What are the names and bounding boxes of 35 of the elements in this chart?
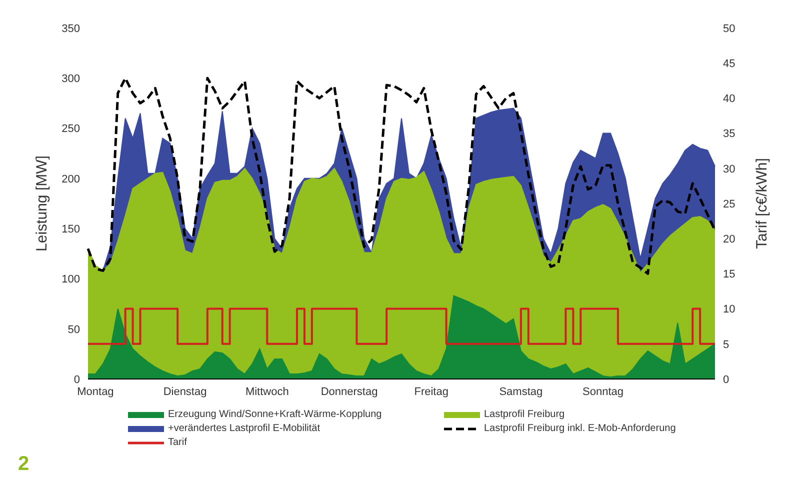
y2-tick-label: 10 (723, 304, 736, 316)
y2-tick-label: 20 (723, 234, 736, 246)
legend-label: Erzeugung Wind/Sonne+Kraft-Wärme-Kopplung (168, 409, 382, 420)
legend-label: +verändertes Lastprofil E-Mobilität (168, 423, 320, 434)
y-tick-label: 50 (68, 324, 80, 336)
line-series (86, 76, 716, 275)
x-tick-label: Samstag (499, 386, 543, 398)
y2-tick-label: 0 (723, 374, 730, 386)
legend-label: Lastprofil Freiburg (484, 409, 565, 420)
y2-tick-label: 30 (723, 163, 736, 176)
y-tick-label: 150 (62, 223, 80, 236)
legend-label: Tarif (168, 437, 187, 448)
y-tick-label: 300 (62, 73, 80, 86)
y-tick-label: 100 (62, 274, 80, 286)
x-tick-label: Freitag (414, 386, 448, 398)
x-tick-label: Donnerstag (320, 386, 378, 398)
y2-tick-label: 45 (723, 58, 736, 70)
y2-tick-label: 5 (723, 338, 730, 351)
y-tick-label: 200 (62, 173, 80, 186)
y2-tick-label: 35 (723, 128, 736, 140)
x-tick-label: Sonntag (582, 386, 624, 398)
x-tick-label: Mittwoch (245, 386, 289, 398)
y2-axis-title: Tarif [c€/kWh] (753, 158, 770, 249)
y-axis-title: Leistung [MW] (33, 156, 50, 252)
y2-tick-label: 50 (723, 22, 736, 35)
text: 2 (17, 453, 30, 476)
y2-tick-label: 15 (723, 268, 736, 281)
y2-tick-label: 40 (723, 93, 736, 106)
x-tick-label: Dienstag (163, 386, 207, 398)
legend-label: Lastprofil Freiburg inkl. E-Mob-Anforderung (484, 423, 676, 434)
y2-tick-label: 25 (723, 198, 736, 210)
x-tick-label: Montag (77, 386, 114, 398)
y-tick-label: 0 (74, 374, 80, 386)
y-tick-label: 250 (62, 123, 80, 136)
y-tick-label: 350 (62, 22, 80, 35)
